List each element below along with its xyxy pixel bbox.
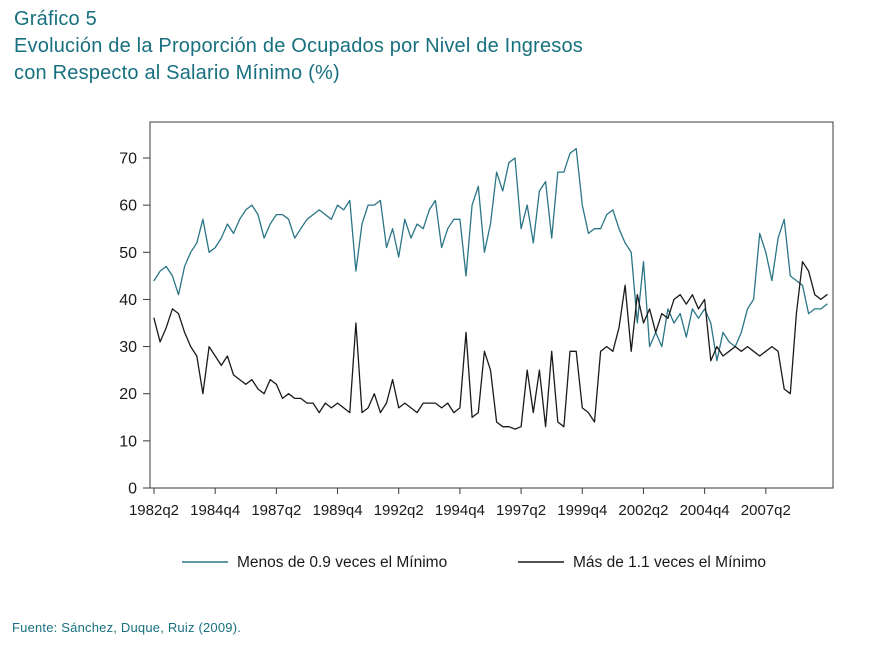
x-tick-label: 1999q4 xyxy=(557,502,607,519)
chart-kicker: Gráfico 5 xyxy=(14,8,97,30)
plot-area-border xyxy=(149,121,834,489)
legend-label-mas: Más de 1.1 veces el Mínimo xyxy=(573,554,766,571)
x-tick-label: 1982q2 xyxy=(129,502,179,519)
line-chart: 0 10 20 30 40 50 60 70 1982q2 1984q4 1987q2 1989q4 1… xyxy=(119,121,834,571)
y-tick-label: 10 xyxy=(119,433,137,450)
y-tick-label: 60 xyxy=(119,198,137,215)
chart-header: Gráfico 5 Evolución de la Proporción de … xyxy=(14,6,583,87)
x-tick-label: 1992q2 xyxy=(374,502,424,519)
chart-title-line1: Evolución de la Proporción de Ocupados p… xyxy=(14,35,583,57)
x-tick-label: 2002q2 xyxy=(618,502,668,519)
legend-label-menos: Menos de 0.9 veces el Mínimo xyxy=(237,554,447,571)
y-tick-label: 40 xyxy=(119,292,137,309)
y-tick-label: 70 xyxy=(119,151,137,168)
y-tick-label: 50 xyxy=(119,245,137,262)
y-tick-label: 0 xyxy=(128,481,137,498)
x-tick-label: 1984q4 xyxy=(190,502,240,519)
x-tick-label: 1994q4 xyxy=(435,502,485,519)
x-tick-label: 1989q4 xyxy=(313,502,363,519)
x-tick-label: 2007q2 xyxy=(741,502,791,519)
series-line-menos xyxy=(153,147,828,362)
x-tick-label: 2004q4 xyxy=(680,502,730,519)
x-tick-label: 1987q2 xyxy=(251,502,301,519)
chart-title-line2: con Respecto al Salario Mínimo (%) xyxy=(14,62,340,84)
series-line-mas xyxy=(153,261,828,430)
x-tick-label: 1997q2 xyxy=(496,502,546,519)
y-tick-label: 30 xyxy=(119,339,137,356)
y-tick-label: 20 xyxy=(119,386,137,403)
source-note: Fuente: Sánchez, Duque, Ruiz (2009). xyxy=(12,620,242,635)
